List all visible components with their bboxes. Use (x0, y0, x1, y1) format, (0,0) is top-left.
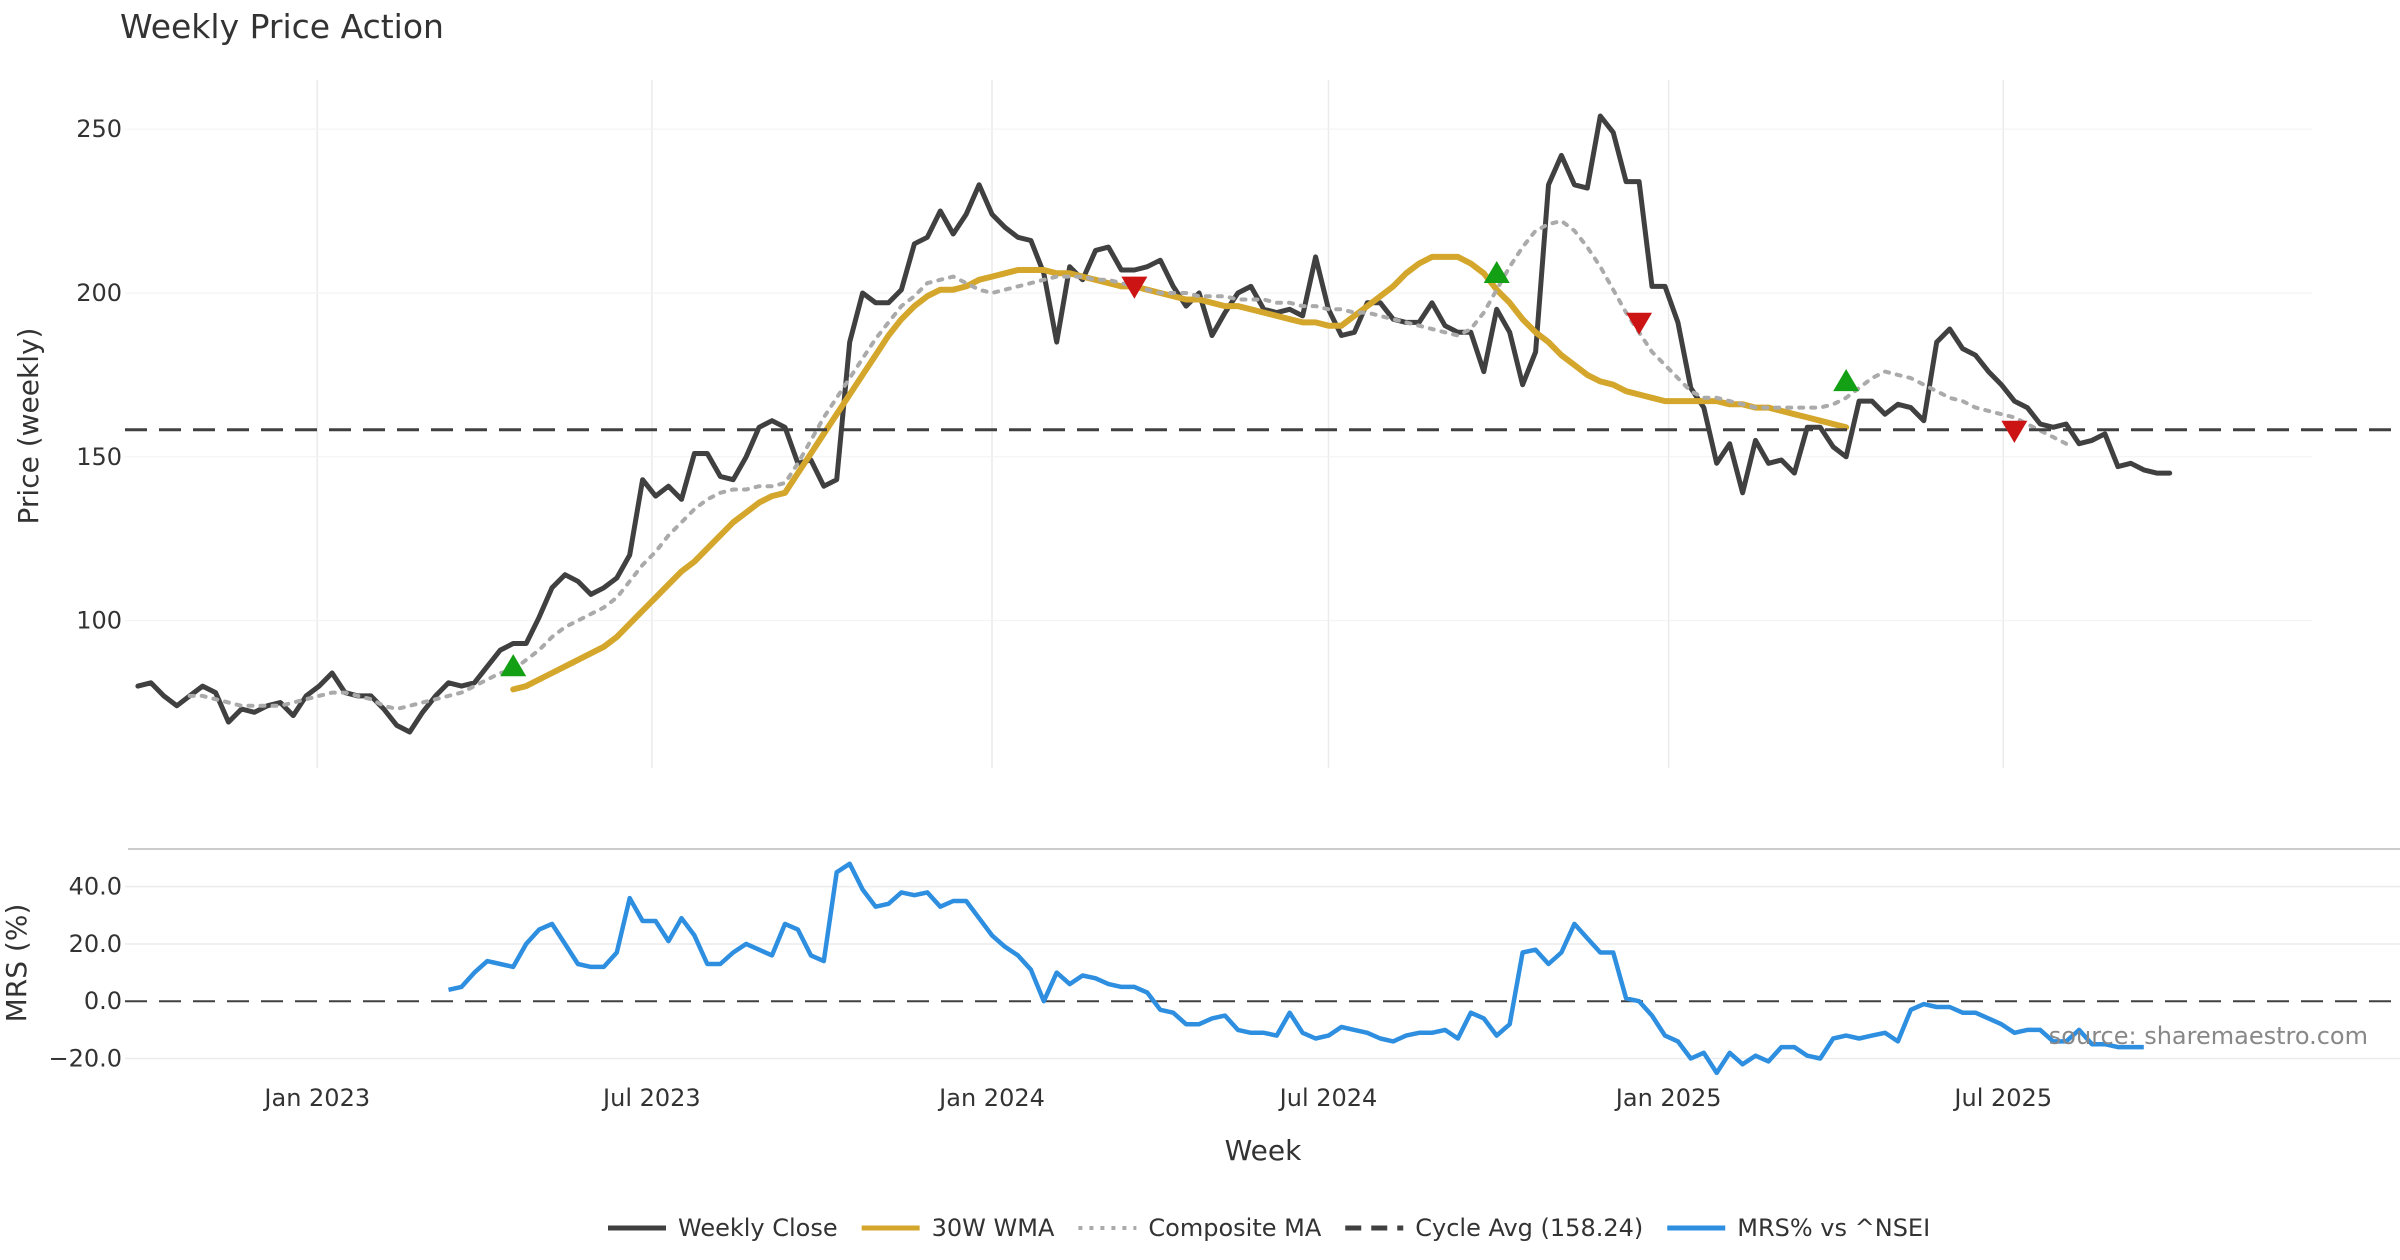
x-tick-label: Jul 2023 (601, 1084, 701, 1112)
source-annotation: source: sharemaestro.com (2049, 1022, 2368, 1050)
legend-label-cycle-avg-158-24: Cycle Avg (158.24) (1415, 1214, 1643, 1242)
mrs-gridlines (125, 885, 2400, 1060)
sell-signal-marker (2001, 420, 2028, 443)
signal-markers (500, 260, 2028, 677)
x-tick-label: Jan 2023 (262, 1084, 370, 1112)
price-ytick-labels: 100 150 200 250 (76, 115, 122, 634)
legend-label-composite-ma: Composite MA (1148, 1214, 1321, 1242)
buy-signal-marker (500, 654, 527, 677)
x-tick-label: Jan 2025 (1614, 1084, 1722, 1112)
price-ytick-label: 250 (76, 115, 122, 143)
mrs-ytick-label: 0.0 (84, 987, 122, 1015)
mrs-ytick-label: −20.0 (48, 1045, 122, 1073)
mrs-ylabel: MRS (%) (0, 904, 33, 1023)
chart-title: Weekly Price Action (120, 7, 444, 46)
legend: Weekly Close 30W WMA Composite MA Cycle Avg… (608, 1214, 1930, 1242)
price-ylabel: Price (weekly) (12, 328, 45, 525)
sell-signal-marker (1626, 312, 1653, 335)
series-weekly-close (135, 113, 2173, 735)
legend-label-30w-wma: 30W WMA (932, 1214, 1055, 1242)
mrs-ytick-labels: −20.0 0.0 20.0 40.0 (48, 873, 122, 1073)
buy-signal-marker (1833, 369, 1860, 392)
series-30w-wma (510, 253, 1850, 693)
price-ytick-label: 200 (76, 279, 122, 307)
x-tick-label: Jul 2024 (1278, 1084, 1378, 1112)
x-tick-label: Jan 2024 (937, 1084, 1045, 1112)
legend-label-weekly-close: Weekly Close (678, 1214, 838, 1242)
sell-signal-marker (1121, 276, 1148, 299)
mrs-series-group (448, 861, 2144, 1076)
mrs-ytick-label: 40.0 (69, 873, 122, 901)
x-tick-labels: Jan 2023 Jul 2023 Jan 2024 Jul 2024 Jan 2025… (262, 1084, 2052, 1112)
buy-signal-marker (1483, 260, 1510, 284)
legend-label-mrs-vs-nsei: MRS% vs ^NSEI (1737, 1214, 1930, 1242)
price-ytick-label: 100 (76, 607, 122, 635)
series-mrs-vs-nsei (448, 861, 2144, 1076)
x-tick-label: Jul 2025 (1952, 1084, 2052, 1112)
x-axis-label: Week (1225, 1134, 1302, 1167)
mrs-ytick-label: 20.0 (69, 930, 122, 958)
price-ytick-label: 150 (76, 443, 122, 471)
